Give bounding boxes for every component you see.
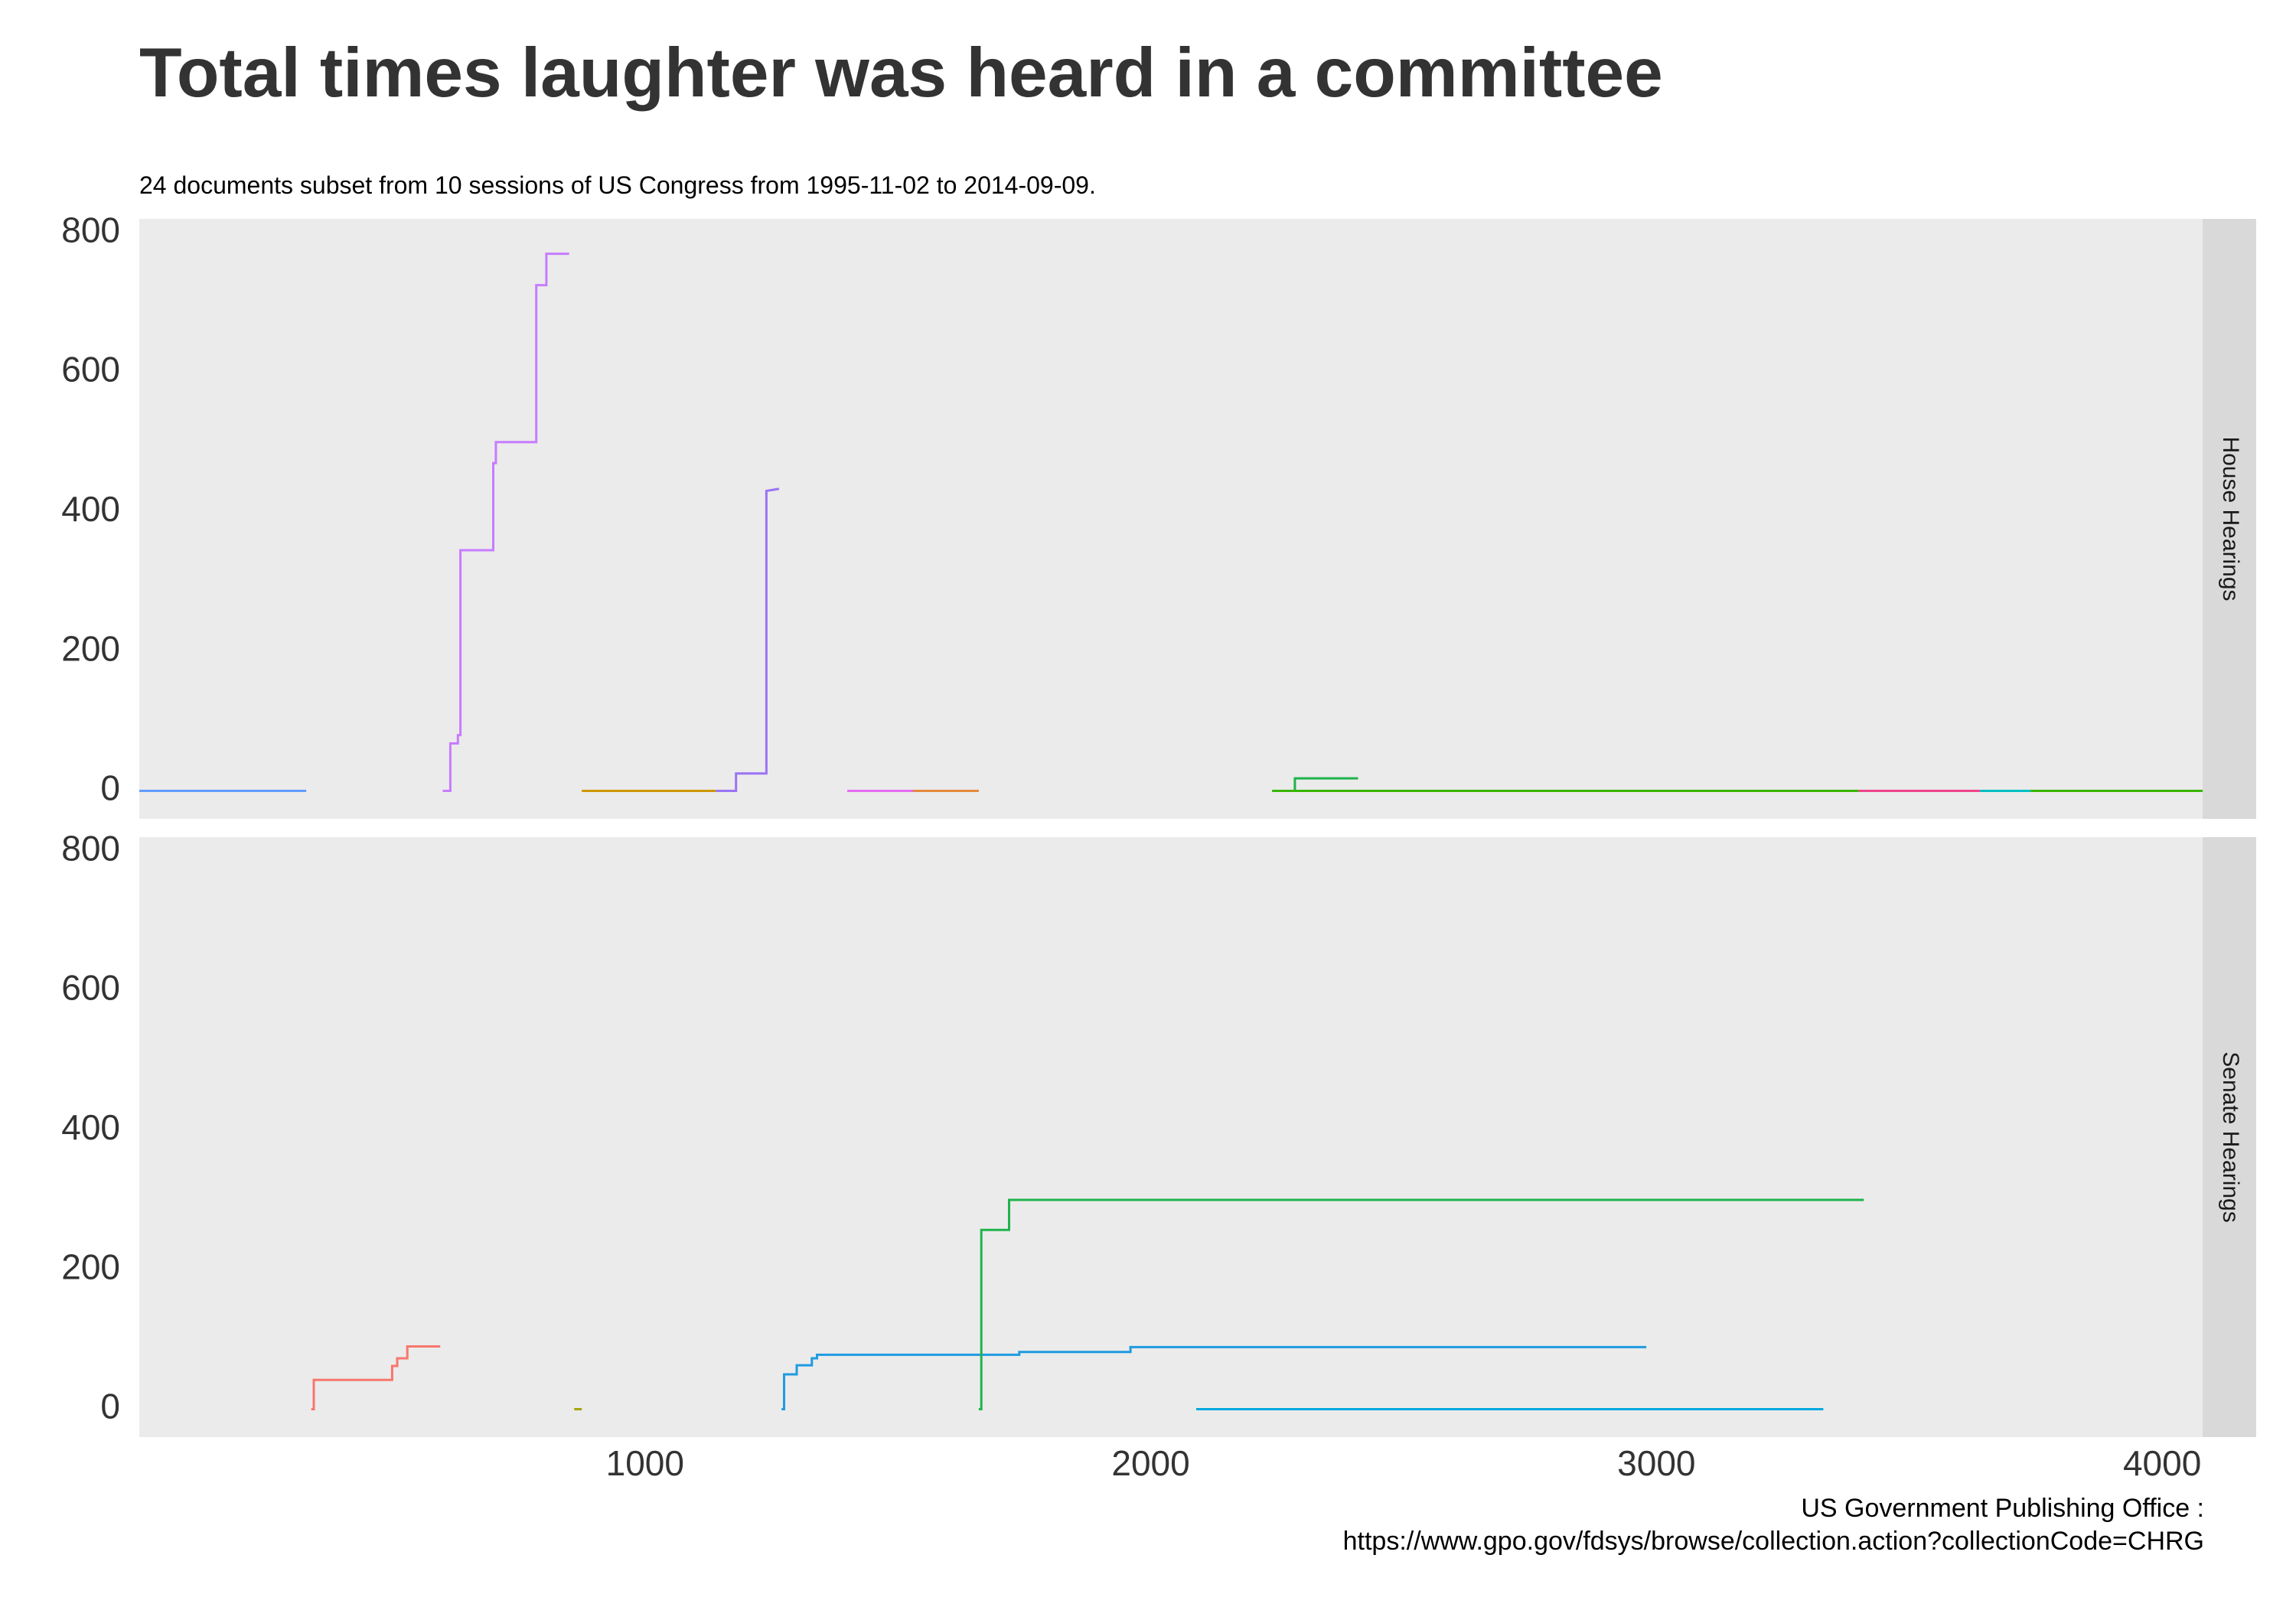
- facet-panel-senate-hearings: Senate Hearings 0 200 400 600 800: [61, 828, 2256, 1437]
- y-tick-label: 800: [61, 828, 120, 868]
- y-tick-label: 600: [61, 968, 120, 1008]
- chart-title: Total times laughter was heard in a comm…: [139, 34, 1663, 112]
- panel-background: [139, 837, 2203, 1437]
- y-tick-label: 0: [100, 768, 120, 808]
- y-tick-label: 200: [61, 628, 120, 668]
- x-axis: 1000 2000 3000 4000: [606, 1443, 2202, 1483]
- facet-strip-label: House Hearings: [2218, 436, 2243, 601]
- panel-background: [139, 219, 2203, 819]
- facet-strip: [2203, 837, 2256, 1437]
- x-tick-label: 3000: [1617, 1443, 1695, 1483]
- y-tick-label: 200: [61, 1247, 120, 1286]
- y-tick-label: 400: [61, 489, 120, 529]
- chart-caption: US Government Publishing Office : https:…: [1343, 1492, 2204, 1558]
- series-line: [311, 1345, 441, 1410]
- x-tick-label: 4000: [2123, 1443, 2201, 1483]
- series-line: [442, 253, 569, 792]
- chart-subtitle: 24 documents subset from 10 sessions of …: [139, 171, 1096, 199]
- x-tick-label: 1000: [606, 1443, 684, 1483]
- series-line: [978, 1198, 1864, 1410]
- x-tick-label: 2000: [1111, 1443, 1189, 1483]
- series-line: [716, 487, 780, 792]
- facet-panel-house-hearings: House Hearings 0 200 400 600 800: [61, 210, 2256, 819]
- caption-line-1: US Government Publishing Office :: [1801, 1494, 2204, 1523]
- series-line: [781, 1345, 1647, 1410]
- y-tick-label: 400: [61, 1107, 120, 1147]
- y-tick-label: 0: [100, 1387, 120, 1426]
- caption-line-2: https://www.gpo.gov/fdsys/browse/collect…: [1342, 1527, 2204, 1556]
- y-tick-label: 800: [61, 210, 120, 249]
- facet-strip-label: Senate Hearings: [2218, 1051, 2243, 1222]
- y-tick-label: 600: [61, 350, 120, 390]
- facet-strip: [2203, 219, 2256, 819]
